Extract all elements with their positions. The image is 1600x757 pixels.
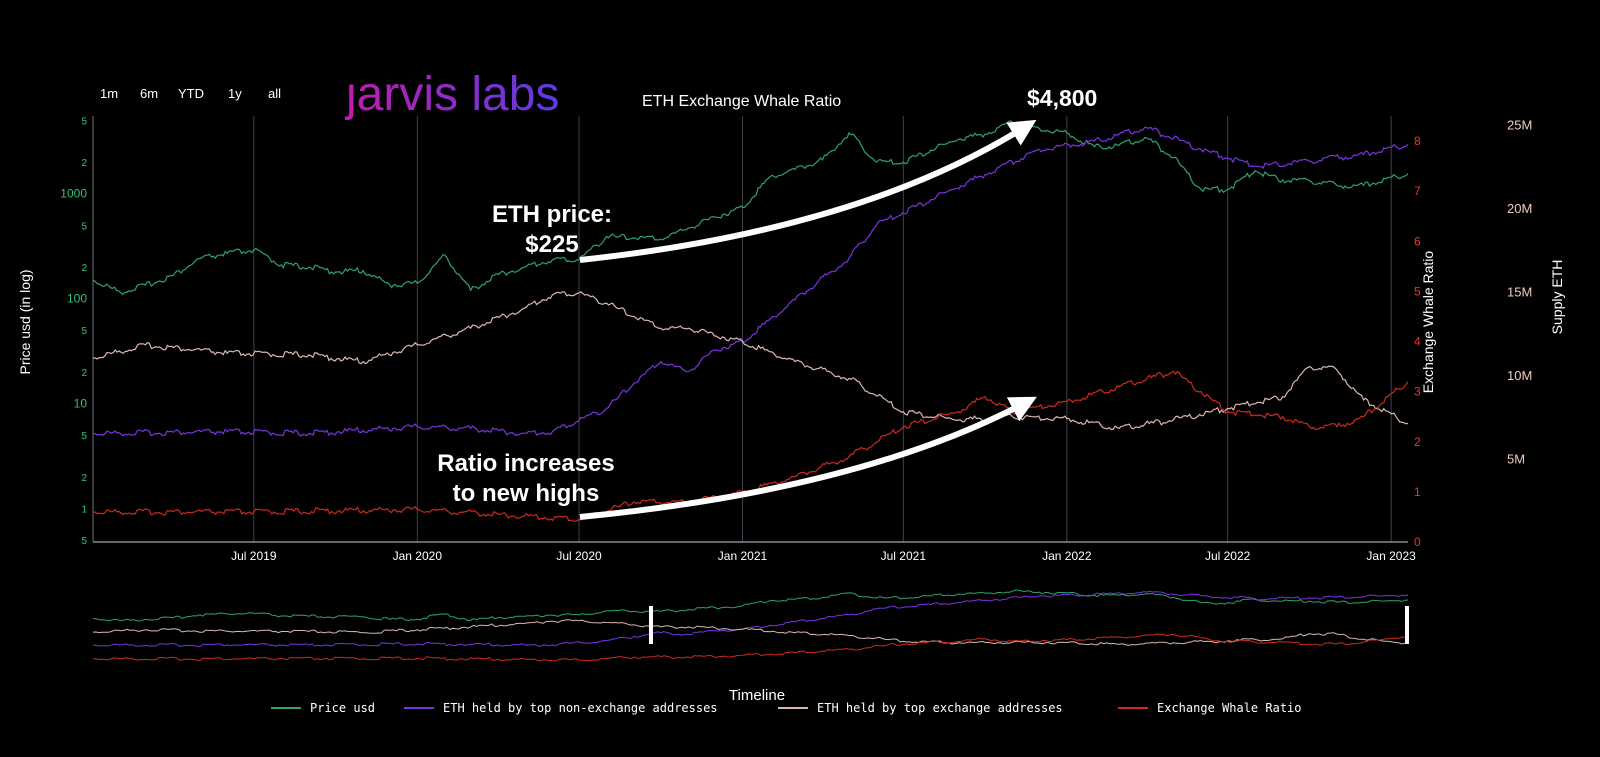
main-plot-series xyxy=(92,120,1409,522)
logo-word: arvis labs xyxy=(357,68,560,121)
start-price-label-line1: ETH price: xyxy=(492,201,612,228)
series-line-exchange-whale-ratio xyxy=(92,370,1409,522)
ratio-tick-label: 6 xyxy=(1414,234,1421,248)
ratio-tick-label: 7 xyxy=(1414,184,1421,198)
ratio-axis-title: Exchange Whale Ratio xyxy=(1420,251,1436,394)
x-tick-label: Jan 2022 xyxy=(1042,549,1092,563)
series-line-price-usd xyxy=(92,120,1409,296)
ratio-tick-label: 0 xyxy=(1414,535,1421,549)
x-tick-label: Jul 2022 xyxy=(1205,549,1251,563)
supply-axis-title: Supply ETH xyxy=(1549,260,1565,335)
legend-label-price[interactable]: Price usd xyxy=(310,701,375,715)
navigator-line-eth-held-by-top-non-exchange-addresses xyxy=(92,590,1409,647)
price-tick-label: 5 xyxy=(81,536,87,547)
price-tick-label: 1000 xyxy=(60,187,87,201)
supply-tick-label: 20M xyxy=(1507,201,1532,216)
ratio-tick-label: 4 xyxy=(1414,335,1421,349)
logo-text: ȷarvis labs xyxy=(344,68,559,121)
price-tick-label: 2 xyxy=(81,473,87,484)
x-tick-label: Jan 2021 xyxy=(718,549,768,563)
price-tick-label: 1 xyxy=(81,505,87,516)
grid-lines xyxy=(92,116,1408,543)
supply-tick-label: 25M xyxy=(1507,117,1532,132)
ratio-tick-label: 3 xyxy=(1414,385,1421,399)
range-handle-left[interactable] xyxy=(648,606,653,644)
x-tick-label: Jul 2019 xyxy=(231,549,277,563)
range-button-ytd[interactable]: YTD xyxy=(178,86,204,101)
series-line-eth-held-by-top-non-exchange-addresses xyxy=(92,126,1409,437)
range-button-1y[interactable]: 1y xyxy=(228,86,242,101)
x-axis-title: Timeline xyxy=(729,687,785,704)
legend-label-ratio[interactable]: Exchange Whale Ratio xyxy=(1157,701,1302,715)
x-tick-label: Jul 2021 xyxy=(881,549,927,563)
price-tick-label: 5 xyxy=(81,116,87,127)
ratio-annotation-line1: Ratio increases xyxy=(437,450,614,477)
x-tick-label: Jul 2020 xyxy=(556,549,602,563)
legend-label-non-exchange[interactable]: ETH held by top non-exchange addresses xyxy=(443,701,718,715)
start-price-label-line2: $225 xyxy=(525,231,578,258)
price-tick-label: 2 xyxy=(81,368,87,379)
range-handle-right[interactable] xyxy=(1405,606,1409,644)
ratio-tick-label: 2 xyxy=(1414,435,1421,449)
navigator-line-price-usd xyxy=(92,589,1409,622)
supply-tick-label: 5M xyxy=(1507,451,1525,466)
ratio-annotation-line2: to new highs xyxy=(453,480,600,507)
x-tick-label: Jan 2023 xyxy=(1366,549,1416,563)
range-button-all[interactable]: all xyxy=(268,86,281,101)
price-tick-label: 5 xyxy=(81,221,87,232)
price-tick-label: 2 xyxy=(81,158,87,169)
price-tick-label: 2 xyxy=(81,263,87,274)
ratio-tick-label: 5 xyxy=(1414,284,1421,298)
jarvis-labs-logo: ȷarvis labs xyxy=(344,68,559,121)
ratio-tick-label: 8 xyxy=(1414,134,1421,148)
price-arrow xyxy=(579,119,1037,263)
price-tick-label: 100 xyxy=(67,292,87,306)
price-tick-label: 5 xyxy=(81,326,87,337)
chart-title: ETH Exchange Whale Ratio xyxy=(642,93,841,110)
logo-dot: ȷ xyxy=(344,68,357,121)
navigator-line-exchange-whale-ratio xyxy=(92,633,1409,662)
range-button-6m[interactable]: 6m xyxy=(140,86,158,101)
navigator-line-eth-held-by-top-exchange-addresses xyxy=(92,619,1409,646)
left-axis-title: Price usd (in log) xyxy=(17,269,33,374)
axis-ticks: Jul 2019 Jan 2020 Jul 2020 Jan 2021 Jul 2021… xyxy=(60,116,1532,563)
series-line-eth-held-by-top-exchange-addresses xyxy=(92,291,1409,431)
ratio-arrow xyxy=(579,396,1037,520)
peak-price-label: $4,800 xyxy=(1027,85,1097,111)
price-tick-label: 10 xyxy=(74,397,88,411)
supply-tick-label: 15M xyxy=(1507,284,1532,299)
range-button-1m[interactable]: 1m xyxy=(100,86,118,101)
supply-tick-label: 10M xyxy=(1507,368,1532,383)
range-slider[interactable] xyxy=(92,589,1409,662)
legend-label-exchange[interactable]: ETH held by top exchange addresses xyxy=(817,701,1063,715)
range-selector: 1m 6m YTD 1y all xyxy=(100,86,281,101)
legend: Price usd ETH held by top non-exchange a… xyxy=(271,701,1302,715)
annotations: $4,800 ETH price: $225 Ratio increases t… xyxy=(437,85,1097,520)
x-tick-label: Jan 2020 xyxy=(393,549,443,563)
ratio-tick-label: 1 xyxy=(1414,485,1421,499)
price-tick-label: 5 xyxy=(81,431,87,442)
